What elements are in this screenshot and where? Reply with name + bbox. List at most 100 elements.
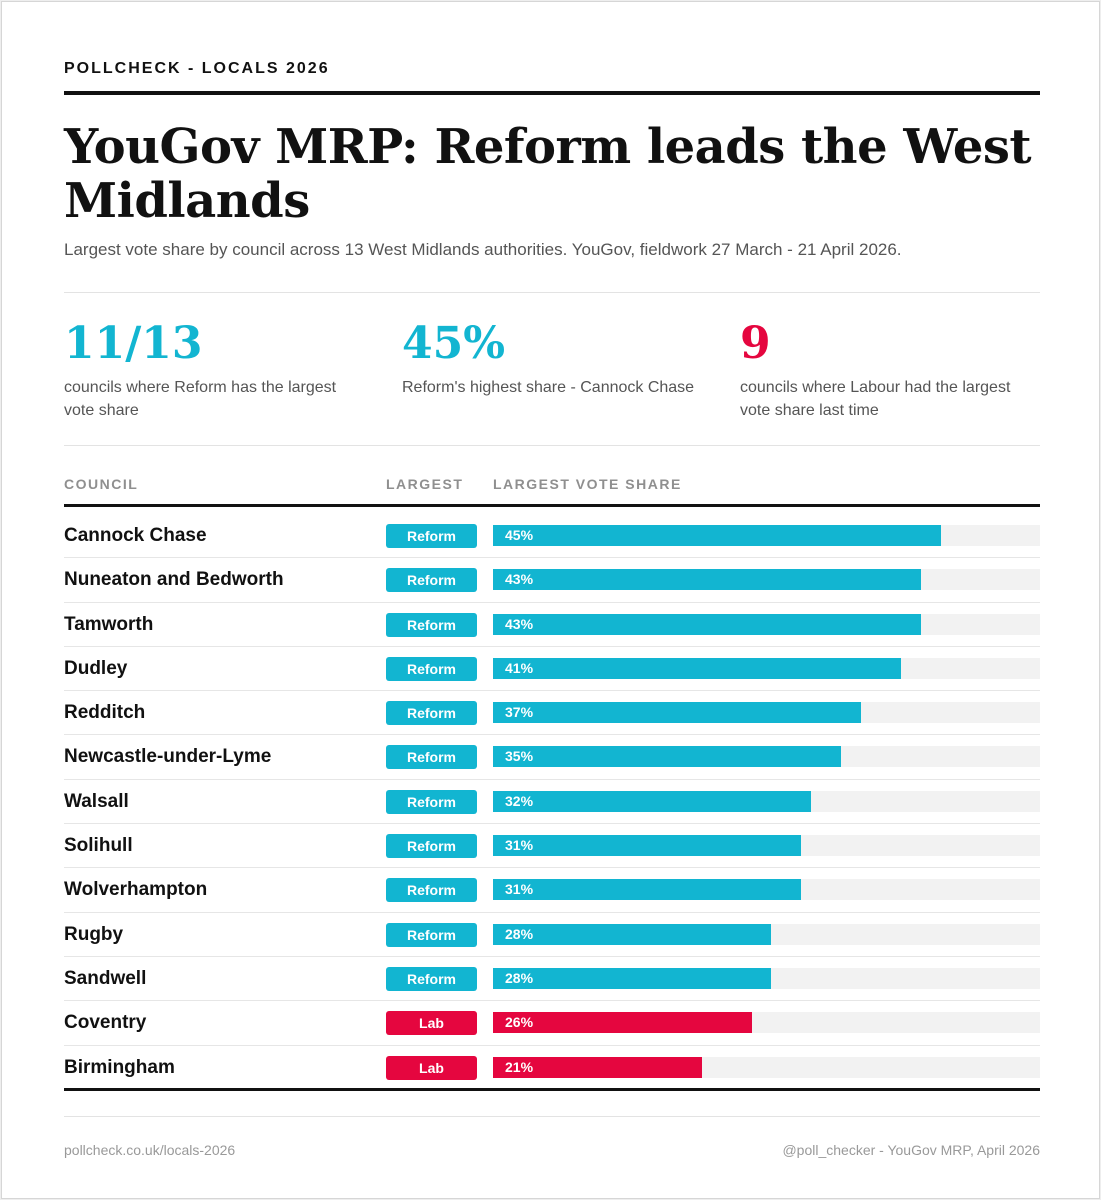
- row-divider: [64, 911, 1040, 913]
- council-name: Newcastle-under-Lyme: [64, 746, 272, 768]
- bar-track: 21%: [493, 1056, 1040, 1078]
- table-row: Redditch Reform 37%: [64, 691, 1040, 736]
- row-divider: [64, 601, 1040, 603]
- council-name: Coventry: [64, 1012, 147, 1034]
- party-badge: Lab: [386, 1011, 477, 1036]
- table-row: Tamworth Reform 43%: [64, 603, 1040, 647]
- vote-share-bar: 43%: [493, 613, 921, 635]
- council-name: Cannock Chase: [64, 525, 207, 546]
- stat-value: 11/13: [64, 318, 203, 369]
- party-badge: Lab: [386, 1055, 477, 1080]
- bar-track: 32%: [493, 790, 1040, 812]
- row-divider: [64, 690, 1040, 692]
- row-divider: [64, 1000, 1040, 1002]
- vote-share-label: 45%: [505, 527, 534, 543]
- table-row: Birmingham Lab 21%: [64, 1046, 1040, 1090]
- party-badge: Reform: [386, 612, 477, 637]
- party-badge: Reform: [386, 789, 477, 814]
- table-row: Rugby Reform 28%: [64, 913, 1040, 957]
- vote-share-bar: 31%: [493, 879, 802, 901]
- table-row: Newcastle-under-Lyme Reform 35%: [64, 735, 1040, 780]
- vote-share-bar: 35%: [493, 746, 842, 768]
- vote-share-label: 28%: [505, 969, 534, 986]
- vote-share-bar: 26%: [493, 1012, 752, 1034]
- row-divider: [64, 645, 1040, 647]
- vote-share-label: 26%: [505, 1014, 534, 1031]
- vote-share-bar: 28%: [493, 967, 772, 989]
- row-divider: [64, 867, 1040, 869]
- bar-track: 28%: [493, 923, 1040, 945]
- column-header-vote-share: LARGEST VOTE SHARE: [493, 476, 682, 492]
- vote-share-label: 21%: [505, 1058, 534, 1075]
- party-badge: Reform: [386, 922, 477, 947]
- footer-credit: @poll_checker - YouGov MRP, April 2026: [782, 1142, 1040, 1158]
- bar-track: 31%: [493, 835, 1040, 857]
- vote-share-label: 32%: [505, 792, 534, 809]
- vote-share-label: 37%: [505, 704, 534, 721]
- council-name: Walsall: [64, 790, 129, 812]
- table-row: Sandwell Reform 28%: [64, 957, 1040, 1002]
- footer-source-link[interactable]: pollcheck.co.uk/locals-2026: [64, 1142, 236, 1158]
- row-divider: [64, 823, 1040, 825]
- table-row: Walsall Reform 32%: [64, 780, 1040, 825]
- bar-track: 31%: [493, 879, 1040, 901]
- council-name: Tamworth: [64, 613, 154, 635]
- row-divider: [64, 955, 1040, 957]
- vote-share-bar: 43%: [493, 569, 921, 591]
- stat-value: 9: [740, 318, 771, 369]
- bar-track: 43%: [493, 613, 1040, 635]
- chart-title: YouGov MRP: Reform leads the West Midlan…: [64, 119, 1032, 229]
- vote-share-bar: 37%: [493, 702, 861, 724]
- row-divider: [64, 1044, 1040, 1046]
- table-row: Wolverhampton Reform 31%: [64, 868, 1040, 913]
- council-rows: Cannock Chase Reform 45% Nuneaton and Bedwo…: [64, 514, 1040, 1090]
- party-badge: Reform: [386, 656, 477, 681]
- party-badge: Reform: [386, 878, 477, 903]
- vote-share-label: 35%: [505, 748, 534, 765]
- party-badge: Reform: [386, 834, 477, 859]
- table-bottom-rule: [64, 1088, 1040, 1091]
- vote-share-label: 31%: [505, 881, 534, 898]
- row-divider: [64, 734, 1040, 736]
- stat-value: 45%: [402, 318, 506, 369]
- kicker: POLLCHECK - LOCALS 2026: [64, 60, 330, 77]
- footer-rule: [64, 1116, 1040, 1117]
- stat-highest-share: 45% Reform's highest share - Cannock Cha…: [402, 316, 702, 399]
- vote-share-bar: 21%: [493, 1056, 702, 1078]
- council-name: Redditch: [64, 702, 146, 724]
- row-divider: [64, 778, 1040, 780]
- council-name: Sandwell: [64, 967, 147, 989]
- council-name: Dudley: [64, 657, 128, 679]
- council-name: Nuneaton and Bedworth: [64, 569, 284, 591]
- stats-bottom-rule: [64, 445, 1040, 446]
- stats-top-rule: [64, 292, 1040, 293]
- stat-reform-councils: 11/13 councils where Reform has the larg…: [64, 316, 364, 422]
- stat-label: councils where Labour had the largest vo…: [740, 379, 1011, 419]
- table-row: Solihull Reform 31%: [64, 824, 1040, 869]
- council-name: Solihull: [64, 835, 133, 857]
- party-badge: Reform: [386, 966, 477, 991]
- party-badge: Reform: [386, 745, 477, 770]
- bar-track: 37%: [493, 702, 1040, 724]
- party-badge: Reform: [386, 524, 477, 548]
- table-top-rule: [64, 504, 1040, 507]
- chart-subtitle: Largest vote share by council across 13 …: [64, 240, 902, 259]
- party-badge: Reform: [386, 568, 477, 593]
- table-row: Cannock Chase Reform 45%: [64, 514, 1040, 559]
- vote-share-label: 28%: [505, 925, 534, 942]
- column-header-largest: LARGEST: [386, 476, 464, 492]
- bar-track: 41%: [493, 657, 1040, 679]
- vote-share-label: 31%: [505, 837, 534, 854]
- bar-track: 26%: [493, 1012, 1040, 1034]
- bar-track: 28%: [493, 967, 1040, 989]
- vote-share-bar: 28%: [493, 923, 772, 945]
- stat-labour-last-time: 9 councils where Labour had the largest …: [740, 316, 1040, 422]
- vote-share-bar: 32%: [493, 790, 812, 812]
- vote-share-bar: 31%: [493, 835, 802, 857]
- column-header-council: COUNCIL: [64, 476, 139, 492]
- vote-share-label: 43%: [505, 571, 534, 588]
- stat-label: councils where Reform has the largest vo…: [64, 379, 337, 419]
- council-name: Wolverhampton: [64, 879, 208, 901]
- table-row: Dudley Reform 41%: [64, 647, 1040, 692]
